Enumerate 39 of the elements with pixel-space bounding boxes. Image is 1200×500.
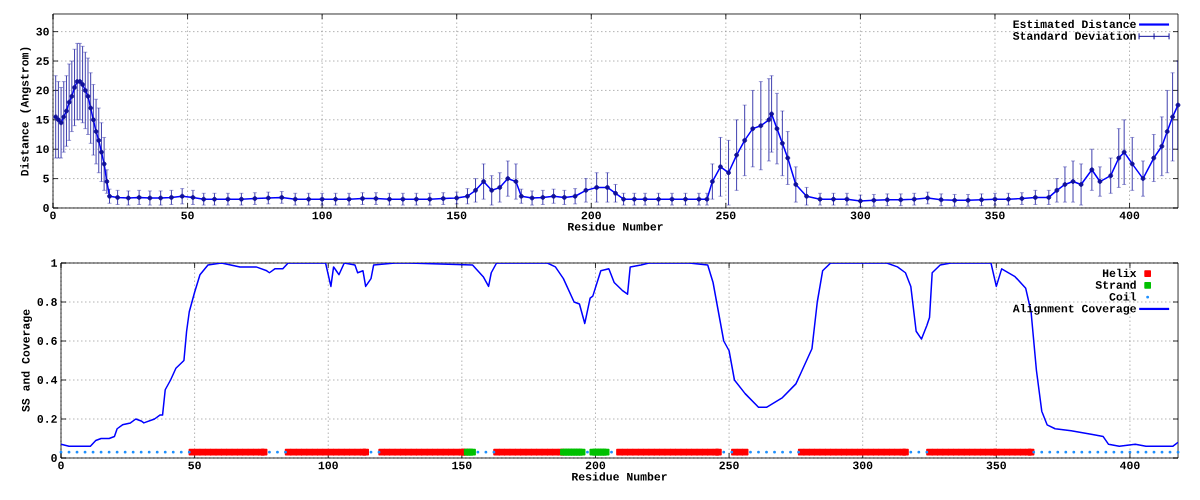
x-tick-label: 350 bbox=[985, 211, 1005, 220]
x-tick-label: 50 bbox=[181, 211, 194, 220]
y-tick-label: 0.2 bbox=[37, 415, 57, 423]
legend-label: Standard Deviation bbox=[1012, 31, 1136, 40]
y-axis-title: SS and Coverage bbox=[21, 309, 33, 412]
x-tick-label: 200 bbox=[581, 211, 601, 220]
y-axis-title: Distance (Angstrom) bbox=[20, 47, 31, 176]
y-tick-label: 10 bbox=[36, 145, 49, 154]
x-axis-title: Residue Number bbox=[572, 472, 667, 481]
legend-label: Estimated Distance bbox=[1013, 19, 1136, 29]
x-tick-label: 150 bbox=[452, 461, 472, 470]
y-tick-label: 0.4 bbox=[37, 376, 58, 384]
y-tick-label: 20 bbox=[36, 86, 49, 95]
x-tick-label: 50 bbox=[188, 461, 201, 470]
legend-label: Helix bbox=[1102, 268, 1137, 278]
y-tick-label: 0 bbox=[43, 204, 49, 212]
x-tick-label: 100 bbox=[312, 211, 332, 220]
y-tick-label: 30 bbox=[36, 27, 49, 36]
y-tick-label: 0 bbox=[51, 454, 57, 462]
y-tick-label: 25 bbox=[36, 57, 49, 65]
y-tick-label: 5 bbox=[43, 174, 49, 183]
x-tick-label: 100 bbox=[318, 461, 338, 470]
y-tick-label: 0.6 bbox=[37, 337, 57, 345]
x-tick-label: 400 bbox=[1119, 211, 1140, 220]
x-tick-label: 150 bbox=[447, 211, 467, 220]
x-tick-label: 0 bbox=[58, 461, 64, 470]
y-tick-label: 1 bbox=[51, 259, 57, 267]
legend-label: Coil bbox=[1109, 292, 1137, 301]
x-tick-label: 350 bbox=[986, 461, 1006, 470]
x-tick-label: 200 bbox=[585, 461, 606, 470]
y-tick-label: 15 bbox=[36, 115, 49, 124]
legend-label: Strand bbox=[1095, 280, 1136, 289]
x-tick-label: 250 bbox=[719, 461, 739, 470]
x-tick-label: 300 bbox=[850, 211, 871, 220]
x-tick-label: 250 bbox=[716, 211, 736, 220]
x-tick-label: 400 bbox=[1120, 461, 1140, 470]
x-tick-label: 300 bbox=[852, 461, 873, 470]
y-tick-label: 0.8 bbox=[37, 298, 57, 306]
x-axis-title: Residue Number bbox=[568, 222, 663, 231]
